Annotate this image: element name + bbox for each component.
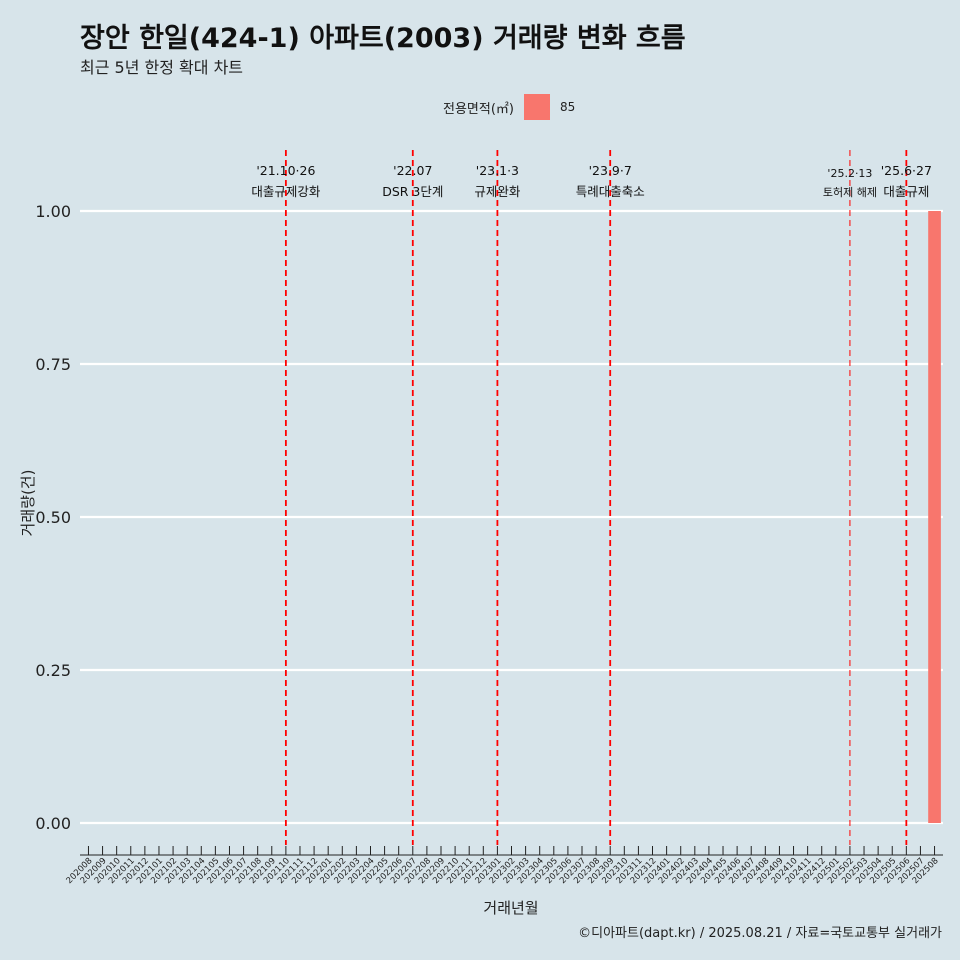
event-date-202309: '23.9·7: [589, 163, 632, 178]
legend: 전용면적(㎡) 85: [443, 94, 575, 120]
chart-subtitle: 최근 5년 한정 확대 차트: [80, 58, 244, 77]
x-axis-title: 거래년월: [483, 899, 538, 917]
y-tick-label: 0.00: [35, 814, 71, 833]
chart-title: 장안 한일(424-1) 아파트(2003) 거래량 변화 흐름: [80, 23, 686, 54]
event-date-202207: '22.07: [393, 163, 432, 178]
event-date-202110: '21.10·26: [256, 163, 315, 178]
event-label-202207: DSR 3단계: [382, 184, 443, 199]
caption: ©디아파트(dapt.kr) / 2025.08.21 / 자료=국토교통부 실…: [578, 926, 942, 941]
event-label-202506: 대출규제: [883, 184, 929, 199]
y-tick-label: 0.25: [35, 661, 71, 680]
legend-title: 전용면적(㎡): [443, 101, 514, 117]
event-label-202502: 토허제 해제: [823, 185, 877, 199]
y-tick-label: 0.75: [35, 355, 71, 374]
bar-202508: [928, 211, 941, 823]
legend-key-85: [523, 94, 550, 120]
y-axis-title: 거래량(건): [19, 470, 37, 537]
event-label-202110: 대출규제강화: [251, 184, 321, 199]
y-tick-label: 1.00: [35, 202, 71, 221]
event-label-202309: 특례대출축소: [576, 184, 645, 199]
legend-label-85: 85: [559, 100, 576, 114]
y-tick-label: 0.50: [35, 508, 71, 527]
event-date-202506: '25.6·27: [881, 163, 932, 178]
event-label-202301: 규제완화: [474, 184, 521, 199]
event-date-202502: '25.2·13: [827, 167, 872, 180]
event-date-202301: '23.1·3: [476, 163, 519, 178]
